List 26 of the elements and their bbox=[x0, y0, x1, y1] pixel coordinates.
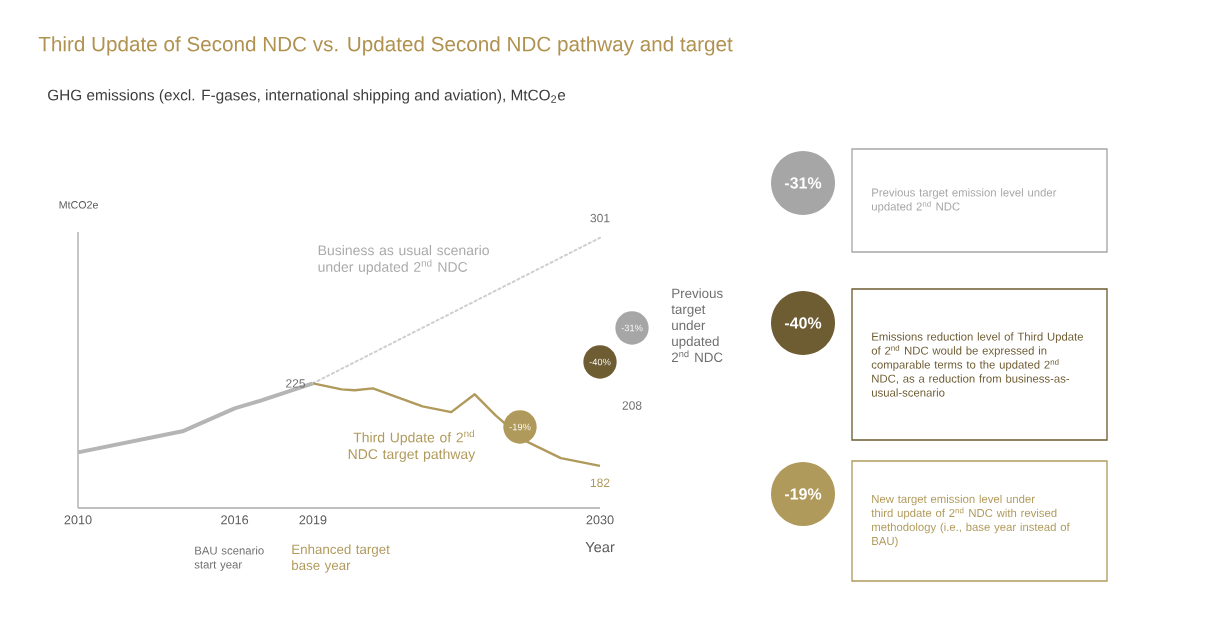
series-label: Third Update of 2$^{nd}$ NDC target pathway bbox=[348, 429, 476, 462]
x-tick-label: 2016 bbox=[221, 515, 249, 525]
chart-title: Third Update of Second NDC vs. Updated Second NDC pathway and target bbox=[38, 36, 733, 56]
text: Enhanced target base year bbox=[292, 544, 390, 573]
text: Previous target emission level under updated 2$^{nd}$ NDC bbox=[872, 188, 1057, 213]
x-tick-label: 2030 bbox=[586, 515, 614, 525]
text: -31% bbox=[784, 177, 822, 189]
data-label: 225 bbox=[286, 379, 306, 388]
chart-subtitle: GHG emissions (excl. F-gases, international shipping and aviation), MtCO$_{2}$e bbox=[48, 89, 566, 104]
x-axis-title: Year bbox=[585, 542, 615, 553]
text: -19% bbox=[784, 488, 822, 500]
text: 208 bbox=[622, 401, 642, 410]
text: Previous target under updated 2$^{nd}$ NDC bbox=[671, 288, 723, 363]
text: Emissions reduction level of Third Update of 2$^{nd}$ NDC would be expressed in comparable terms to the updated 2$^{nd}$ NDC, as a reduction from business-as-usual-scenario bbox=[871, 332, 1083, 397]
data-label: 301 bbox=[590, 213, 610, 223]
text: -31% bbox=[621, 324, 643, 332]
text: New target emission level under third update of 2$^{nd}$ NDC with revised methodology (i.e., base year instead of BAU) bbox=[871, 494, 1070, 548]
text: BAU scenario start year bbox=[194, 546, 264, 571]
annotation: -40% bbox=[589, 358, 611, 366]
series-label: Business as usual scenario under updated 2$^{nd}$ NDC bbox=[318, 244, 489, 275]
y-axis-title: MtCO2e bbox=[59, 201, 98, 209]
data-label: 182 bbox=[590, 478, 610, 488]
x-tick-label: 2019 bbox=[299, 515, 327, 525]
annotation: -19% bbox=[509, 423, 531, 431]
x-tick-label: 2010 bbox=[64, 515, 92, 525]
text: -40% bbox=[784, 317, 822, 329]
